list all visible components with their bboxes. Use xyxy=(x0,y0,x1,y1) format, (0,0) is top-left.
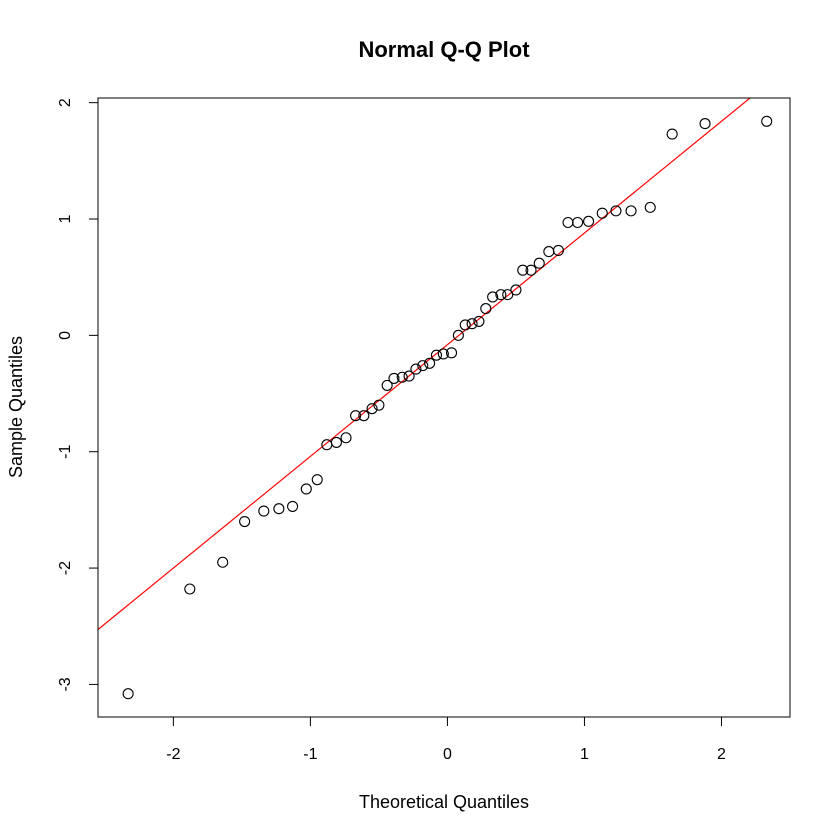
data-point xyxy=(533,257,545,269)
points-group xyxy=(122,115,773,700)
data-point xyxy=(761,115,773,127)
data-point xyxy=(510,284,522,296)
data-point xyxy=(366,403,378,415)
data-point xyxy=(583,215,595,227)
data-point xyxy=(388,372,400,384)
x-axis: -2 -1 0 1 2 xyxy=(166,716,726,763)
data-point xyxy=(258,505,270,517)
plot-border xyxy=(97,97,791,718)
y-axis: -3 -2 -1 0 1 2 xyxy=(57,98,99,692)
data-point xyxy=(403,370,415,382)
data-point xyxy=(452,329,464,341)
plot-area xyxy=(97,97,791,718)
data-point xyxy=(273,503,285,515)
data-point xyxy=(184,583,196,595)
data-point xyxy=(417,360,429,372)
y-tick-label: -1 xyxy=(57,445,74,459)
reference-line-group xyxy=(98,98,751,630)
y-tick-label: 1 xyxy=(57,214,74,223)
data-point xyxy=(430,349,443,361)
x-axis-label: Theoretical Quantiles xyxy=(359,792,529,812)
data-point xyxy=(596,207,608,219)
data-point xyxy=(625,205,637,217)
data-point xyxy=(350,410,362,422)
data-point xyxy=(437,348,449,360)
y-tick-label: -3 xyxy=(57,677,74,691)
data-point xyxy=(473,315,485,327)
data-point xyxy=(572,216,584,229)
x-tick-label: 2 xyxy=(717,746,726,763)
data-point xyxy=(644,201,656,213)
x-tick-label: -1 xyxy=(303,746,317,763)
data-point xyxy=(217,556,229,568)
data-point xyxy=(562,216,574,229)
x-tick-label: 0 xyxy=(443,746,452,763)
data-point xyxy=(424,357,436,369)
data-point xyxy=(466,318,478,330)
data-point xyxy=(552,244,564,256)
y-tick-label: -2 xyxy=(57,561,74,575)
reference-line xyxy=(98,98,751,630)
y-tick-label: 0 xyxy=(57,331,74,340)
data-point xyxy=(610,205,622,217)
data-point xyxy=(239,515,251,528)
data-point xyxy=(321,439,333,451)
data-point xyxy=(487,291,499,303)
data-point xyxy=(396,371,408,383)
data-point xyxy=(358,410,370,422)
x-tick-label: 1 xyxy=(580,746,589,763)
data-point xyxy=(543,246,555,258)
data-point xyxy=(311,474,323,486)
chart-title: Normal Q-Q Plot xyxy=(358,37,530,62)
data-point xyxy=(517,264,529,276)
data-point xyxy=(699,118,711,130)
y-tick-label: 2 xyxy=(57,98,74,107)
data-point xyxy=(495,289,507,301)
data-point xyxy=(666,128,678,140)
data-point xyxy=(410,363,422,375)
data-point xyxy=(340,432,352,444)
data-point xyxy=(122,688,134,700)
data-point xyxy=(525,264,537,276)
x-tick-label: -2 xyxy=(166,746,180,763)
data-point xyxy=(459,319,471,331)
data-point xyxy=(480,303,492,315)
y-axis-label: Sample Quantiles xyxy=(6,336,26,478)
data-point xyxy=(381,379,393,391)
data-point xyxy=(300,483,312,495)
data-point xyxy=(445,347,458,359)
data-point xyxy=(502,289,514,301)
data-point xyxy=(373,399,385,411)
data-point xyxy=(287,500,299,512)
data-point xyxy=(330,436,342,448)
